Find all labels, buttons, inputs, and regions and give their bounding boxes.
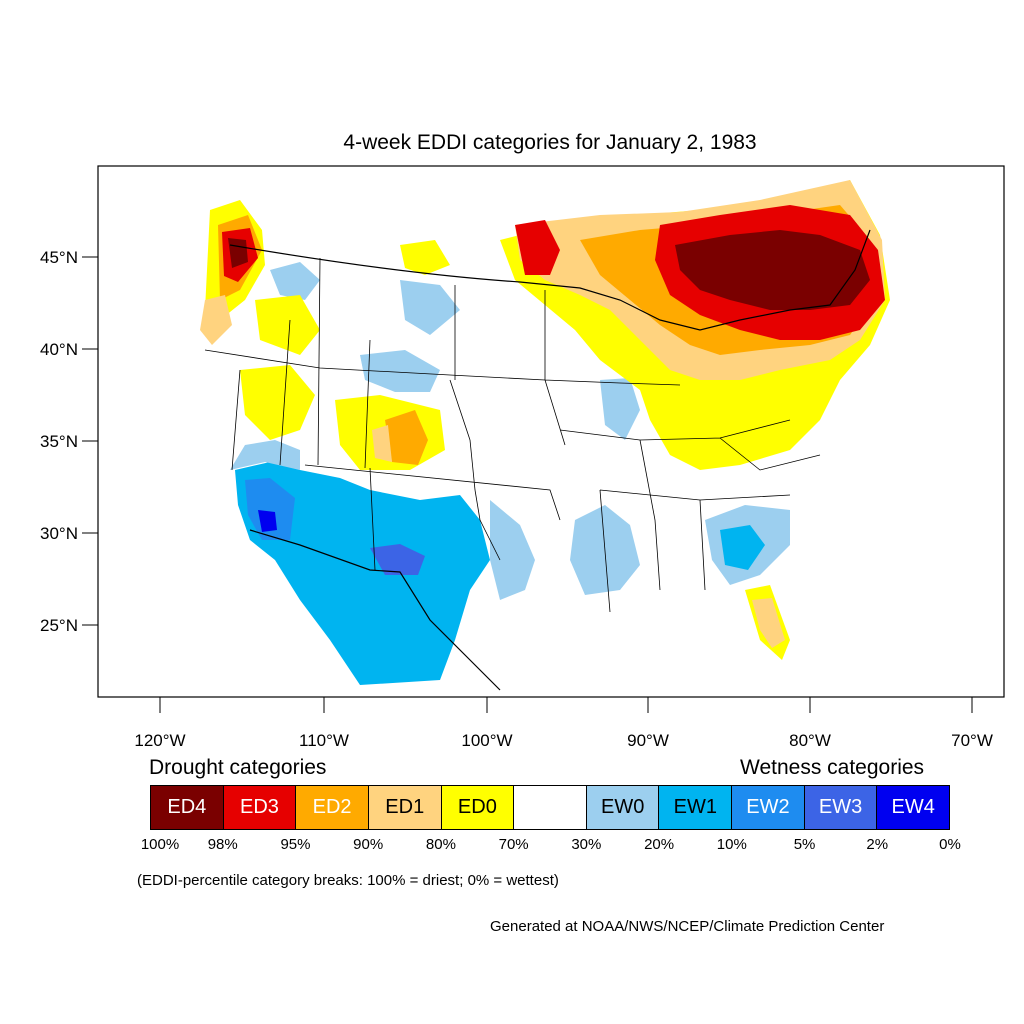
break-label: 80% [425, 836, 456, 853]
wetness-heading: Wetness categories [740, 756, 925, 779]
ew0-illinois [600, 378, 640, 440]
legend-box-ew1: EW1 [659, 786, 733, 829]
ed1-oregon-coast [200, 295, 232, 345]
ed0-nevada [240, 365, 315, 440]
x-tick-label: 70°W [951, 731, 993, 750]
ew0-montana [270, 262, 320, 300]
break-label: 10% [716, 836, 747, 853]
credit-line: Generated at NOAA/NWS/NCEP/Climate Predi… [490, 918, 885, 935]
x-tick-label: 120°W [134, 731, 185, 750]
x-tick-label: 110°W [299, 731, 349, 750]
legend-box-ew3: EW3 [804, 786, 878, 829]
ed0-south-dakota [400, 240, 450, 275]
ed2-colorado [385, 410, 428, 465]
legend-box-ed0: ED0 [441, 786, 515, 829]
legend-box-ew2: EW2 [732, 786, 805, 829]
legend-box-ed4: ED4 [151, 786, 224, 829]
break-label: 5% [793, 836, 816, 853]
break-label: 100% [140, 836, 180, 853]
ew3-texas [370, 544, 425, 575]
ew0-wyoming [360, 350, 440, 392]
ew4-arizona [258, 510, 277, 532]
x-tick-label: 100°W [461, 731, 512, 750]
y-tick-label: 45°N [40, 248, 78, 267]
legend-box-ew4: EW4 [877, 786, 950, 829]
ed1-florida [752, 598, 785, 648]
ew1-georgia [720, 525, 765, 570]
legend-box-normal [514, 786, 587, 829]
break-label: 98% [207, 836, 238, 853]
legend-box-ed2: ED2 [296, 786, 369, 829]
y-axis [82, 256, 98, 626]
ew0-southwest-fringe [230, 440, 300, 470]
ed0-ohio-valley [660, 395, 760, 465]
ew0-north-dakota [400, 280, 460, 335]
break-label: 2% [866, 836, 889, 853]
ed4-great-lakes [675, 230, 870, 310]
us-mexico-border [249, 529, 501, 691]
ed1-colorado [372, 425, 392, 462]
map-area [198, 180, 895, 690]
break-label: 30% [571, 836, 602, 853]
x-tick-label: 80°W [789, 731, 831, 750]
category-legend: ED4 ED3 ED2 ED1 ED0 EW0 EW1 EW2 EW3 EW4 [150, 785, 950, 830]
ew0-texas-east [490, 500, 535, 600]
ew1-southwest [235, 462, 490, 685]
drought-heading: Drought categories [149, 756, 327, 779]
x-axis [159, 697, 973, 713]
boundaries [204, 229, 871, 691]
break-label: 95% [280, 836, 311, 853]
break-note: (EDDI-percentile category breaks: 100% =… [137, 872, 559, 889]
y-tick-label: 30°N [40, 524, 78, 543]
y-tick-label: 35°N [40, 432, 78, 451]
break-label: 70% [498, 836, 529, 853]
legend-box-ed1: ED1 [368, 786, 442, 829]
map-frame [97, 165, 1005, 698]
legend-box-ew0: EW0 [586, 786, 660, 829]
ew2-arizona [245, 478, 295, 540]
map-title: 4-week EDDI categories for January 2, 19… [343, 131, 757, 154]
break-label: 0% [939, 836, 961, 853]
y-tick-label: 40°N [40, 340, 78, 359]
legend-box-ed3: ED3 [223, 786, 297, 829]
x-tick-label: 90°W [627, 731, 669, 750]
break-label: 90% [353, 836, 384, 853]
us-canada-border [229, 229, 871, 331]
break-label: 20% [644, 836, 675, 853]
y-tick-labels: 45°N 40°N 35°N 30°N 25°N [40, 248, 78, 635]
state-lines [204, 257, 821, 613]
ed0-idaho [255, 295, 320, 355]
y-tick-label: 25°N [40, 616, 78, 635]
x-tick-labels: 120°W 110°W 100°W 90°W 80°W 70°W [134, 731, 992, 750]
ed3-minnesota [515, 220, 560, 275]
